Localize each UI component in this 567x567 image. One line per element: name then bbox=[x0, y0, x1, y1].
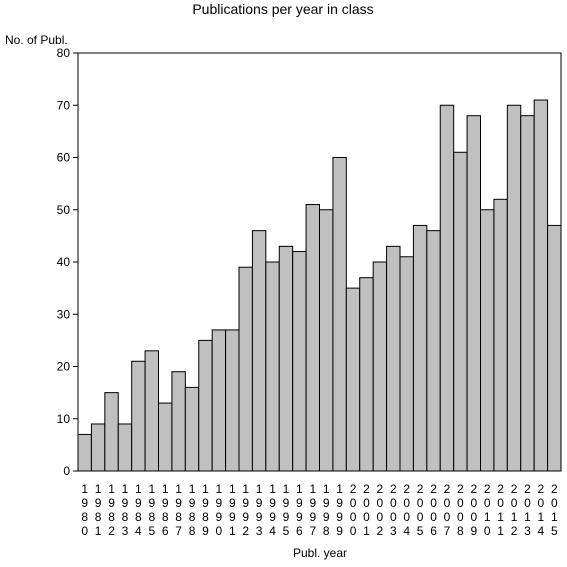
bar-2011 bbox=[493, 198, 508, 472]
bar-1984 bbox=[131, 360, 146, 472]
bar-2000 bbox=[345, 287, 361, 472]
bar-1991 bbox=[225, 329, 240, 472]
bar-1985 bbox=[144, 350, 160, 472]
bar-1981 bbox=[90, 423, 106, 472]
y-tick-label-0: 0 bbox=[63, 464, 70, 478]
bar-2007 bbox=[439, 104, 455, 472]
bar-1992 bbox=[238, 266, 253, 472]
y-tick-label-40: 40 bbox=[57, 255, 71, 269]
y-tick-label-70: 70 bbox=[57, 98, 71, 112]
y-tick-label-60: 60 bbox=[57, 151, 71, 165]
bar-2001 bbox=[359, 277, 374, 472]
bar-1983 bbox=[117, 423, 133, 472]
bar-2006 bbox=[426, 230, 441, 472]
bar-2002 bbox=[372, 261, 388, 472]
x-axis: 1 9 8 0 1 9 8 1 1 9 8 2 1 9 8 3 1 9 8 4 1 9 8 5 1 9 8 6 1 9 8 7 1 9 8 8 1 9 8 9… bbox=[81, 482, 558, 538]
y-axis-label: No. of Publ. bbox=[5, 33, 68, 47]
bar-1980 bbox=[77, 433, 92, 472]
bar-2003 bbox=[386, 245, 401, 472]
bar-2015 bbox=[547, 224, 562, 472]
bar-2013 bbox=[520, 115, 535, 472]
bar-1995 bbox=[278, 245, 294, 472]
y-tick-label-80: 80 bbox=[57, 46, 71, 60]
y-tick-label-30: 30 bbox=[57, 307, 71, 321]
bar-2014 bbox=[533, 99, 549, 472]
bar-1990 bbox=[211, 329, 227, 472]
bar-2008 bbox=[453, 151, 468, 472]
y-tick-label-10: 10 bbox=[57, 412, 71, 426]
x-axis-label: Publ. year bbox=[293, 546, 347, 560]
bar-1996 bbox=[292, 251, 307, 472]
y-tick-label-20: 20 bbox=[57, 360, 71, 374]
plot-frame bbox=[77, 52, 562, 472]
chart-title: Publications per year in class bbox=[192, 1, 373, 17]
bar-1998 bbox=[319, 209, 334, 472]
bar-2012 bbox=[506, 104, 522, 472]
bar-1988 bbox=[184, 386, 200, 472]
bar-2005 bbox=[412, 224, 428, 472]
bar-1989 bbox=[198, 339, 213, 472]
y-tick-label-50: 50 bbox=[57, 203, 71, 217]
bars-layer bbox=[77, 99, 562, 472]
bar-1997 bbox=[305, 204, 320, 472]
bar-2004 bbox=[399, 256, 414, 472]
bar-2010 bbox=[480, 209, 495, 472]
bar-1987 bbox=[171, 371, 186, 472]
bar-1986 bbox=[158, 402, 173, 472]
bar-1994 bbox=[265, 261, 280, 472]
y-axis: 0 10 20 30 40 50 60 70 80 bbox=[57, 46, 78, 478]
bar-1982 bbox=[104, 392, 119, 472]
bar-1993 bbox=[251, 230, 267, 472]
bar-2009 bbox=[466, 115, 481, 472]
bar-1999 bbox=[332, 157, 347, 472]
